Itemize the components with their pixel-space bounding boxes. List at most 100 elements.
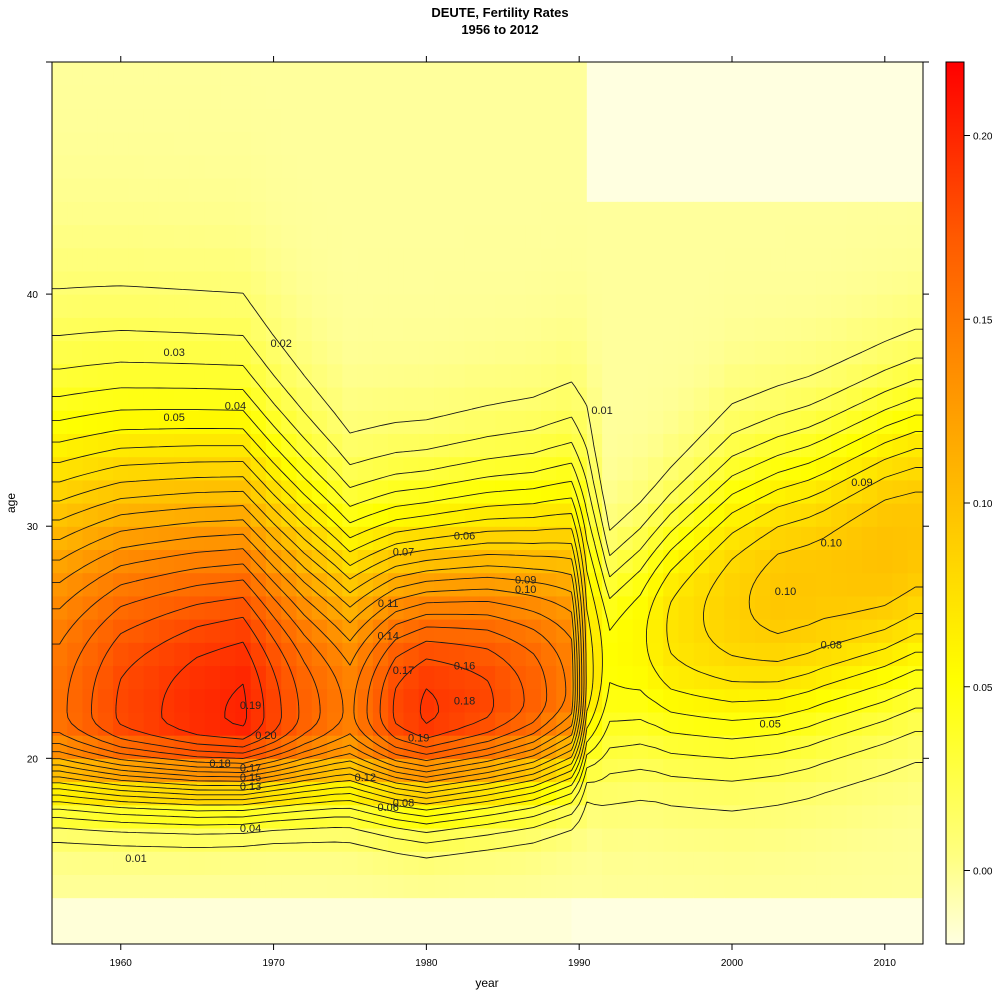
heatmap-cell [571, 201, 588, 226]
heatmap-cell [97, 178, 114, 202]
heatmap-cell [327, 874, 343, 899]
heatmap-cell [418, 479, 435, 504]
heatmap-cell [296, 827, 313, 852]
heatmap-cell [785, 363, 802, 388]
heatmap-cell [67, 456, 84, 481]
heatmap-cell [158, 178, 175, 202]
heatmap-cell [235, 178, 252, 202]
heatmap-cell [220, 827, 236, 852]
heatmap-cell [418, 688, 435, 713]
heatmap-cell [342, 549, 359, 574]
heatmap-cell [128, 526, 145, 551]
heatmap-cell [647, 85, 664, 110]
heatmap-cell [220, 874, 236, 899]
heatmap-cell [67, 363, 84, 388]
heatmap-cell [97, 503, 114, 527]
heatmap-cell [403, 851, 420, 875]
heatmap-cell [418, 247, 435, 272]
heatmap-cell [892, 178, 909, 202]
heatmap-cell [495, 920, 512, 944]
heatmap-cell [235, 270, 252, 295]
heatmap-cell [540, 526, 557, 551]
heatmap-cell [296, 595, 313, 620]
heatmap-cell [327, 224, 343, 249]
heatmap-cell [449, 758, 466, 783]
heatmap-cell [586, 386, 603, 411]
heatmap-cell [846, 108, 863, 133]
heatmap-cell [892, 317, 909, 342]
heatmap-cell [67, 201, 84, 226]
heatmap-cell [311, 270, 328, 295]
heatmap-cell [556, 874, 573, 899]
heatmap-cell [357, 363, 374, 388]
heatmap-cell [403, 479, 420, 504]
heatmap-cell [800, 154, 817, 179]
heatmap-cell [693, 294, 710, 318]
heatmap-cell [204, 572, 221, 597]
heatmap-cell [556, 85, 573, 110]
heatmap-cell [693, 642, 710, 667]
heatmap-cell [388, 201, 405, 226]
heatmap-cell [647, 479, 664, 504]
heatmap-cell [464, 665, 481, 690]
heatmap-cell [754, 247, 771, 272]
heatmap-cell [602, 270, 618, 295]
heatmap-cell [540, 827, 557, 852]
heatmap-cell [602, 526, 618, 551]
heatmap-cell [67, 340, 84, 365]
heatmap-cell [449, 62, 466, 86]
heatmap-cell [586, 781, 603, 806]
heatmap-cell [97, 363, 114, 388]
heatmap-cell [418, 386, 435, 411]
heatmap-cell [617, 456, 634, 481]
heatmap-cell [281, 479, 298, 504]
heatmap-cell [632, 758, 649, 783]
heatmap-cell [816, 363, 832, 388]
heatmap-cell [663, 410, 680, 434]
heatmap-cell [250, 247, 267, 272]
heatmap-cell [327, 735, 343, 759]
heatmap-cell [52, 920, 68, 944]
heatmap-cell [678, 897, 695, 922]
heatmap-cell [770, 804, 787, 829]
heatmap-cell [342, 340, 359, 365]
heatmap-cell [816, 851, 832, 875]
heatmap-cell [877, 456, 894, 481]
heatmap-cell [174, 317, 191, 342]
heatmap-cell [785, 270, 802, 295]
heatmap-cell [97, 85, 114, 110]
heatmap-cell [800, 920, 817, 944]
heatmap-cell [418, 131, 435, 156]
heatmap-cell [311, 572, 328, 597]
contour-label: 0.18 [209, 758, 230, 770]
heatmap-cell [877, 688, 894, 713]
heatmap-cell [220, 711, 236, 736]
heatmap-cell [204, 642, 221, 667]
heatmap-cell [52, 758, 68, 783]
heatmap-cell [265, 688, 282, 713]
heatmap-cell [540, 62, 557, 86]
heatmap-cell [464, 456, 481, 481]
heatmap-cell [250, 874, 267, 899]
heatmap-cell [663, 270, 680, 295]
heatmap-cell [602, 781, 618, 806]
heatmap-cell [357, 897, 374, 922]
heatmap-cell [97, 595, 114, 620]
heatmap-cell [907, 108, 923, 133]
heatmap-cell [709, 642, 725, 667]
heatmap-cell [250, 178, 267, 202]
heatmap-cell [495, 201, 512, 226]
heatmap-cell [831, 851, 848, 875]
heatmap-cell [189, 503, 206, 527]
heatmap-cell [693, 270, 710, 295]
heatmap-cell [143, 247, 160, 272]
heatmap-cell [311, 874, 328, 899]
heatmap-cell [785, 224, 802, 249]
heatmap-cell [82, 154, 99, 179]
heatmap-cell [52, 270, 68, 295]
heatmap-cell [128, 270, 145, 295]
heatmap-cell [372, 642, 389, 667]
heatmap-cell [143, 735, 160, 759]
heatmap-cell [540, 178, 557, 202]
heatmap-cell [525, 549, 542, 574]
